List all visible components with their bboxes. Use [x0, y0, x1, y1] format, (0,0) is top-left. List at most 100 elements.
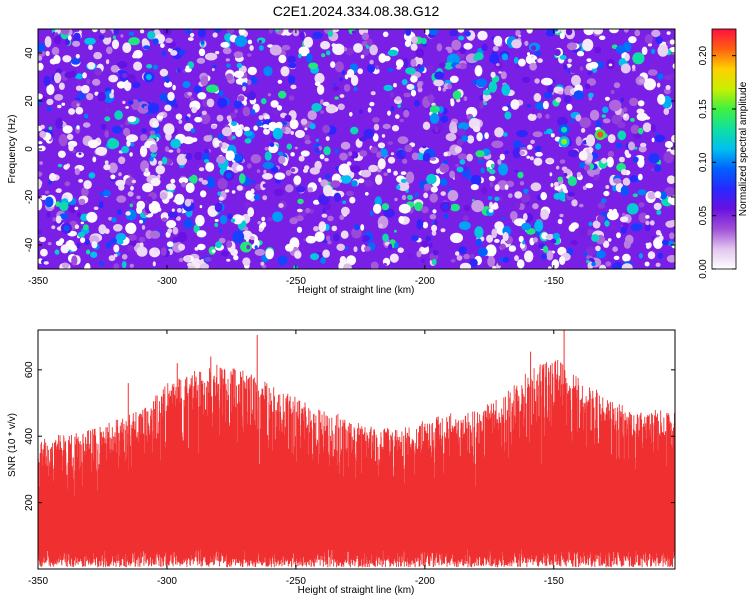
heatmap-cell — [139, 145, 148, 158]
heatmap-cell — [336, 243, 346, 251]
heatmap-cell — [247, 39, 253, 45]
heatmap-cell — [364, 246, 371, 252]
heatmap-cell — [492, 46, 499, 52]
heatmap-cell — [394, 242, 399, 249]
heatmap-cell — [277, 255, 288, 266]
heatmap-cell — [645, 220, 650, 226]
heatmap-cell — [426, 173, 437, 185]
heatmap-cell — [104, 130, 109, 138]
heatmap-cell — [414, 99, 420, 107]
heatmap-cell — [397, 247, 404, 253]
heatmap-cell — [224, 189, 230, 193]
heatmap-cell — [644, 224, 651, 232]
heatmap-cell — [366, 38, 373, 47]
heatmap-cell — [382, 31, 389, 38]
heatmap-cell — [429, 105, 440, 114]
heatmap-cell — [196, 230, 207, 238]
heatmap-cell — [267, 93, 272, 97]
heatmap-cell — [387, 168, 392, 173]
heatmap-cell — [290, 84, 297, 90]
heatmap-cell — [456, 255, 463, 261]
heatmap-cell — [200, 190, 207, 198]
heatmap-cell — [243, 226, 249, 231]
heatmap-cell — [289, 217, 299, 225]
heatmap-cell — [47, 242, 52, 246]
heatmap-cell — [483, 102, 488, 106]
heatmap-cell — [559, 159, 566, 164]
heatmap-cell — [236, 215, 245, 222]
heatmap-cell — [620, 185, 629, 196]
heatmap-cell — [655, 262, 661, 267]
heatmap-cell — [170, 50, 178, 56]
heatmap-cell — [246, 244, 251, 250]
heatmap-cell — [226, 240, 233, 248]
heatmap-cell — [653, 202, 662, 211]
heatmap-cell — [507, 104, 512, 109]
heatmap-cell — [325, 104, 337, 114]
x-tick-label: -250 — [286, 276, 306, 287]
heatmap-cell — [118, 172, 122, 177]
heatmap-cell — [38, 145, 46, 152]
heatmap-cell — [98, 224, 107, 235]
colorbar-tick-label: 0.05 — [698, 205, 709, 225]
heatmap-cell — [480, 167, 485, 174]
heatmap-cell — [567, 149, 579, 158]
heatmap-cell — [404, 40, 412, 47]
heatmap-cell — [617, 121, 626, 129]
heatmap-cell — [184, 116, 190, 122]
heatmap-cell — [482, 89, 491, 96]
heatmap-cell — [527, 144, 533, 150]
heatmap-cell — [108, 216, 113, 221]
heatmap-cell — [545, 29, 556, 37]
heatmap-cell — [136, 195, 141, 200]
heatmap-cell — [513, 140, 522, 150]
heatmap-cell — [216, 155, 226, 164]
heatmap-cell — [253, 194, 261, 201]
heatmap-cell — [529, 62, 537, 71]
heatmap-cell — [632, 193, 638, 198]
heatmap-cell — [38, 55, 43, 61]
heatmap-cell — [568, 224, 576, 232]
heatmap-cell — [604, 96, 610, 101]
heatmap-cell — [304, 165, 310, 171]
heatmap-cell — [111, 139, 120, 149]
heatmap-cell — [393, 170, 398, 176]
heatmap-cell — [431, 224, 438, 232]
heatmap-cell — [51, 225, 56, 230]
heatmap-cell — [57, 163, 63, 168]
heatmap-cell — [638, 78, 646, 84]
heatmap-cell — [571, 75, 581, 86]
heatmap-cell — [309, 167, 320, 175]
heatmap-cell — [62, 125, 73, 134]
heatmap-cell — [381, 203, 390, 211]
heatmap-cell — [353, 246, 358, 253]
heatmap-cell — [217, 134, 224, 140]
heatmap-cell — [226, 115, 232, 121]
heatmap-cell — [622, 253, 631, 262]
heatmap-cell — [344, 74, 349, 80]
heatmap-cell — [537, 58, 543, 63]
heatmap-cell — [606, 156, 614, 168]
heatmap-cell — [225, 73, 234, 81]
heatmap-cell — [475, 238, 482, 247]
heatmap-cell — [163, 123, 175, 135]
heatmap-cell — [638, 127, 644, 135]
heatmap-cell — [64, 38, 70, 46]
heatmap-cell — [349, 196, 356, 204]
heatmap-cell — [240, 241, 252, 253]
heatmap-cell — [322, 124, 331, 134]
heatmap-cell — [604, 220, 610, 227]
heatmap-cell — [532, 203, 539, 210]
heatmap-cell — [429, 157, 437, 161]
heatmap-cell — [242, 257, 251, 266]
heatmap-hotspot — [145, 74, 152, 80]
heatmap-cell — [546, 128, 553, 135]
heatmap-cell — [318, 193, 330, 206]
heatmap-cell — [184, 198, 192, 207]
heatmap-cell — [148, 201, 161, 214]
heatmap-cell — [353, 43, 363, 53]
heatmap-cell — [421, 37, 427, 45]
heatmap-cell — [78, 198, 86, 205]
heatmap-cell — [277, 151, 284, 156]
heatmap-cell — [582, 38, 594, 52]
